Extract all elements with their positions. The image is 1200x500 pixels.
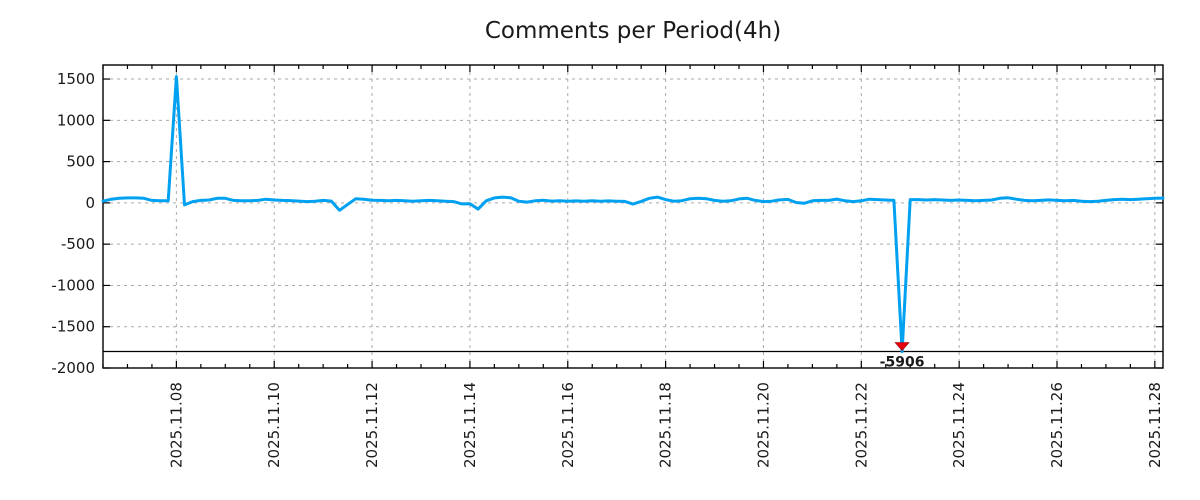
x-tick-label: 2025.11.20 xyxy=(754,382,772,468)
y-tick-label: -1500 xyxy=(51,318,95,336)
x-tick-label: 2025.11.08 xyxy=(167,382,185,468)
plot-border xyxy=(102,64,1164,369)
chart-title: Comments per Period(4h) xyxy=(485,18,781,44)
y-tick-label: 1000 xyxy=(57,111,95,129)
y-tick-label: -500 xyxy=(61,235,95,253)
x-tick-label: 2025.11.26 xyxy=(1048,382,1066,468)
x-tick-label: 2025.11.16 xyxy=(559,382,577,468)
y-tick-label: -1000 xyxy=(51,276,95,294)
y-tick-label: -2000 xyxy=(51,359,95,377)
y-tick-label: 500 xyxy=(66,153,95,171)
x-tick-label: 2025.11.10 xyxy=(265,382,283,468)
x-tick-label: 2025.11.24 xyxy=(950,382,968,468)
min-marker-icon xyxy=(894,342,910,351)
x-tick-label: 2025.11.18 xyxy=(657,382,675,468)
plot-area: 1500 1000 500 0 -500 -1000 -1500 -2000 2025.11.0… xyxy=(51,64,1165,468)
x-tick-label: 2025.11.28 xyxy=(1146,382,1164,468)
series-line xyxy=(101,75,1165,353)
x-tick-label: 2025.11.12 xyxy=(363,382,381,468)
x-tick-label: 2025.11.14 xyxy=(461,382,479,468)
x-tick-label: 2025.11.22 xyxy=(852,382,870,468)
min-value-label: -5906 xyxy=(880,354,925,370)
y-tick-label: 0 xyxy=(85,194,95,212)
y-tick-label: 1500 xyxy=(57,70,95,88)
